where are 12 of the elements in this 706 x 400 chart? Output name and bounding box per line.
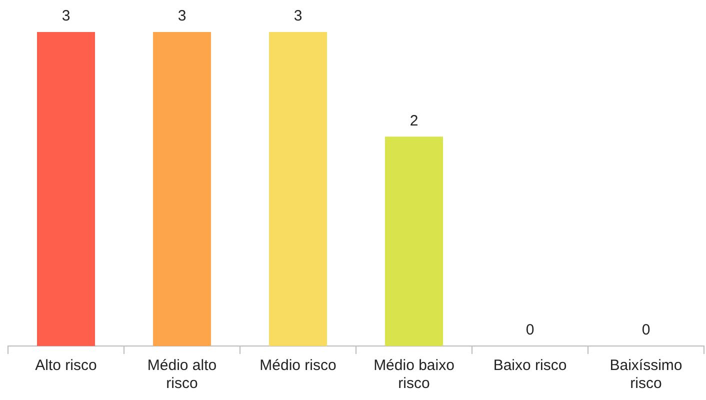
data-label: 3 (62, 8, 70, 25)
x-tick-label: Médio baixo risco (374, 357, 454, 392)
x-tick-label: Médio alto risco (147, 357, 217, 392)
data-label: 3 (294, 8, 302, 25)
data-label: 2 (410, 112, 418, 130)
data-label: 3 (178, 8, 186, 25)
x-tick-label: Baixo risco (493, 357, 567, 374)
x-tick-label: Baixíssimo risco (610, 357, 682, 392)
x-tick-label: Alto risco (35, 357, 97, 374)
x-tick-label: Médio risco (260, 357, 336, 374)
data-label: 0 (642, 322, 650, 339)
data-label: 0 (526, 322, 534, 339)
